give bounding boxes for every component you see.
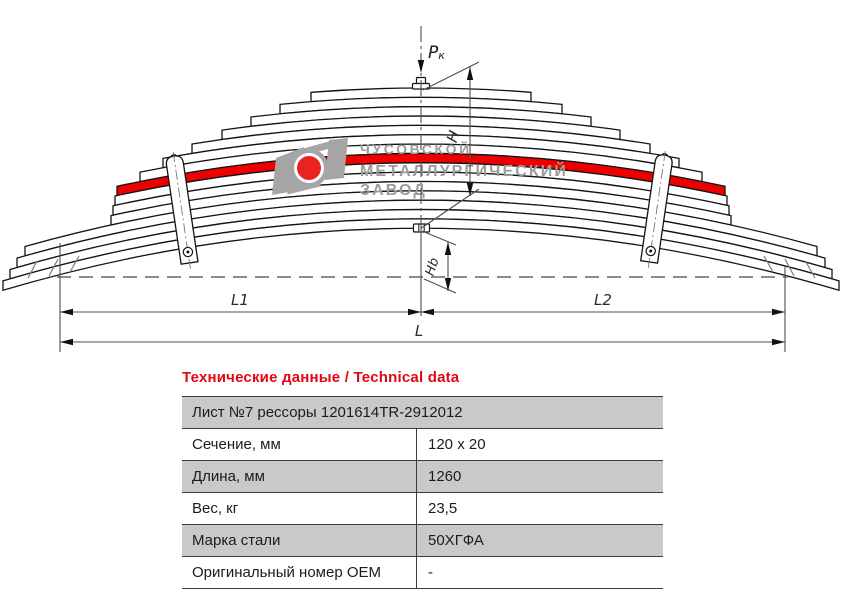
l1-dimension-label: L1 [231, 291, 249, 309]
table-cell-label: Длина, мм [182, 461, 417, 492]
leaf [2, 218, 840, 292]
leaf-taper-tick [763, 255, 774, 273]
leaf-taper-tick [69, 255, 80, 273]
table-row: Оригинальный номер OEM - [182, 556, 663, 589]
h-leader-top [422, 61, 480, 91]
table-header-row: Лист №7 рессоры 1201614TR-2912012 [182, 396, 663, 428]
force-label: Pк [428, 43, 445, 63]
table-cell-value: 120 x 20 [428, 436, 486, 453]
leaf-spring-drawing: ЧУСОВСКОЙ МЕТАЛЛУРГИЧЕСКИЙ ЗАВОД Pк H Hb L1 L2 L [2, 26, 840, 352]
leaf-taper-tick [27, 260, 38, 279]
l1-arrow-right [408, 308, 421, 316]
table-row: Длина, мм 1260 [182, 460, 663, 492]
hb-dimension-label: Hb [423, 256, 443, 278]
leaf-taper-tick [805, 261, 816, 279]
h-dimension-label: H [443, 128, 464, 144]
hb-leader-bottom [423, 278, 457, 294]
leaf-taper-tick [784, 258, 795, 277]
clamp-rivet-center [649, 249, 653, 253]
table-cell-label: Вес, кг [182, 493, 417, 524]
force-arrowhead [417, 60, 425, 73]
table-title: Технические данные / Technical data [182, 369, 460, 386]
table-cell-label: Сечение, мм [182, 429, 417, 460]
leaf-taper-tick [48, 258, 59, 277]
h-leader-bottom [421, 188, 480, 229]
watermark-line1: ЧУСОВСКОЙ [360, 140, 472, 157]
clamp-rivet-center [186, 250, 190, 254]
l-dimension-label: L [415, 322, 423, 340]
l2-arrow-right [772, 308, 785, 316]
logo-right-parallelogram [325, 138, 348, 180]
table-cell-value: 1260 [428, 468, 462, 485]
l1-arrow-left [60, 308, 73, 316]
watermark-logo [272, 138, 348, 195]
l2-dimension-label: L2 [594, 291, 612, 309]
table-cell-label: Марка стали [182, 525, 417, 556]
table-cell-value: - [428, 564, 433, 581]
table-cell-value: 23,5 [428, 500, 458, 517]
table-cell-value: 50ХГФА [428, 532, 484, 549]
watermark-line3: ЗАВОД [360, 182, 427, 199]
hb-leader-top [421, 230, 457, 246]
hb-arrow-bottom [444, 278, 452, 291]
watermark-line2: МЕТАЛЛУРГИЧЕСКИЙ [360, 161, 568, 180]
technical-data-block: Технические данные / Technical data Лист… [182, 369, 663, 589]
left-clamp [165, 152, 199, 270]
l-arrow-right [772, 338, 785, 346]
technical-data-table: Лист №7 рессоры 1201614TR-2912012 Сечение… [182, 396, 663, 589]
force-label-main: P [428, 43, 439, 63]
force-label-sub: к [438, 49, 445, 62]
table-row: Вес, кг 23,5 [182, 492, 663, 524]
table-header-cell: Лист №7 рессоры 1201614TR-2912012 [192, 404, 463, 421]
h-arrow-top [466, 67, 474, 80]
hb-arrow-top [444, 242, 452, 255]
h-arrow-bottom [466, 183, 474, 196]
l-arrow-left [60, 338, 73, 346]
right-clamp [639, 151, 673, 269]
l2-arrow-left [421, 308, 434, 316]
logo-red-dot [297, 156, 321, 180]
table-row: Марка стали 50ХГФА [182, 524, 663, 556]
table-cell-label: Оригинальный номер OEM [182, 557, 417, 588]
table-row: Сечение, мм 120 x 20 [182, 428, 663, 460]
